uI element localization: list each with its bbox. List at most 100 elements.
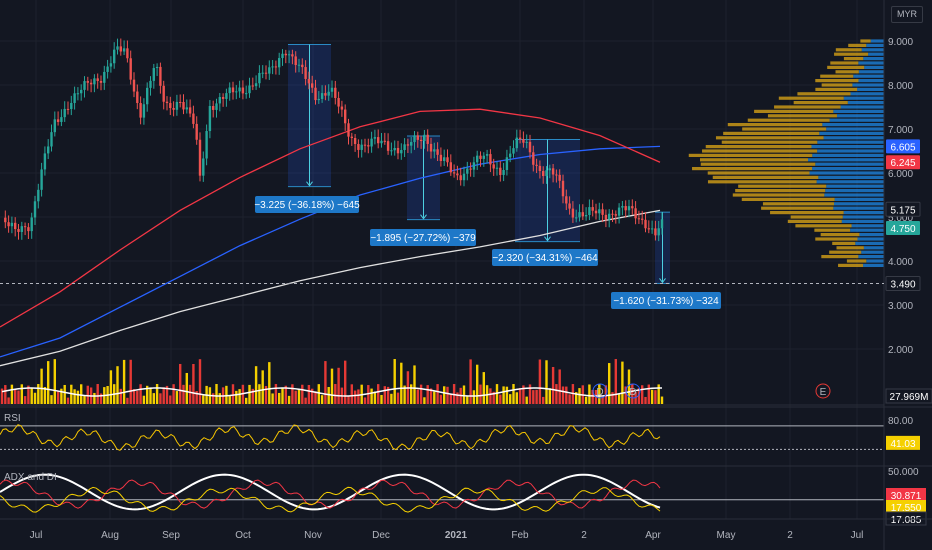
candle-body [96, 78, 99, 81]
volume-bar [202, 395, 205, 404]
volume-profile-up [833, 202, 884, 206]
candle-body [512, 148, 515, 154]
candle-body [340, 106, 344, 110]
volume-profile-up [850, 228, 884, 232]
candle-body [33, 201, 37, 218]
volume-bar [268, 362, 271, 404]
candle-body [251, 85, 254, 87]
volume-bar [396, 392, 400, 404]
candle-body [344, 109, 347, 124]
candle-body [152, 68, 155, 81]
candle-body [320, 93, 324, 99]
candle-body [621, 206, 624, 208]
candle-body [373, 137, 377, 139]
volume-bar [502, 386, 505, 404]
volume-bar [304, 397, 307, 404]
candle-body [337, 98, 340, 107]
candle-body [611, 213, 614, 215]
volume-profile-up [824, 193, 884, 197]
volume-bar [20, 384, 23, 404]
measure-label: −2.320 (−34.31%) −464 [492, 253, 598, 264]
volume-profile-down [815, 237, 858, 241]
candle-body [624, 206, 627, 211]
volume-profile-up [815, 162, 884, 166]
event-marker-label: D [629, 387, 636, 398]
candle-body [116, 46, 119, 50]
volume-bar [317, 384, 320, 404]
volume-profile-up [866, 43, 884, 47]
volume-bar [650, 389, 654, 404]
candle-body [588, 207, 591, 216]
volume-bar [330, 368, 334, 404]
volume-bar [515, 392, 518, 404]
volume-bar [492, 391, 495, 404]
candle-body [396, 147, 400, 154]
time-tick-label: Sep [162, 530, 180, 541]
price-badge [886, 139, 920, 154]
time-tick-label: 2021 [445, 530, 468, 541]
candle-body [146, 87, 149, 105]
candle-body [76, 93, 80, 95]
time-tick-label: May [717, 530, 736, 541]
candle-body [304, 67, 307, 79]
volume-bar [377, 384, 380, 404]
candle-body [581, 212, 584, 217]
volume-profile-down [738, 184, 827, 188]
volume-bar [584, 396, 588, 404]
candle-body [482, 155, 485, 159]
volume-bar [261, 370, 264, 404]
volume-bar [76, 390, 80, 404]
volume-bar [155, 384, 159, 404]
candle-body [126, 48, 129, 59]
volume-profile-up [840, 105, 884, 109]
volume-profile-down [747, 118, 830, 122]
candle-body [281, 53, 284, 59]
price-badge-label: 4.750 [890, 224, 915, 235]
candle-body [641, 218, 644, 220]
time-tick-label: Jul [851, 530, 864, 541]
volume-bar [43, 386, 47, 404]
measure-label: −1.620 (−31.73%) −324 [613, 296, 719, 307]
volume-profile-up [857, 237, 884, 241]
volume-bar [383, 386, 386, 404]
candle-body [238, 87, 241, 92]
candle-body [400, 150, 403, 154]
candle-body [228, 87, 231, 94]
volume-bar [433, 391, 436, 404]
candle-body [324, 93, 327, 96]
volume-badge-label: 27.969M [890, 392, 929, 403]
candle-body [30, 217, 33, 232]
candle-body [452, 172, 456, 174]
measure-label: −3.225 (−36.18%) −645 [254, 200, 360, 211]
price-badge-label: 3.490 [890, 279, 915, 290]
candle-body [429, 143, 433, 152]
volume-bar [456, 392, 459, 404]
volume-bar [532, 390, 535, 404]
volume-bar [132, 389, 136, 404]
candle-body [598, 209, 601, 214]
volume-profile-down [727, 123, 823, 127]
volume-profile-down [692, 167, 813, 171]
volume-bar [53, 359, 56, 404]
volume-profile-down [848, 43, 867, 47]
volume-bar [192, 363, 195, 404]
volume-bar [627, 369, 631, 404]
volume-profile-up [841, 219, 884, 223]
volume-profile-down [707, 171, 810, 175]
volume-profile-up [858, 255, 884, 259]
volume-bar [641, 385, 644, 404]
volume-bar [311, 388, 314, 404]
measure-label: −1.895 (−27.72%) −379 [370, 233, 476, 244]
volume-profile-up [816, 180, 884, 184]
volume-bar [472, 390, 476, 404]
volume-bar [126, 397, 129, 404]
volume-bar [327, 387, 330, 404]
volume-bar [10, 384, 14, 404]
volume-profile-down [700, 158, 808, 162]
volume-profile-down [790, 215, 843, 219]
candle-body [56, 119, 60, 122]
volume-profile-up [833, 206, 884, 210]
candle-body [591, 207, 594, 211]
volume-bar [548, 388, 551, 404]
